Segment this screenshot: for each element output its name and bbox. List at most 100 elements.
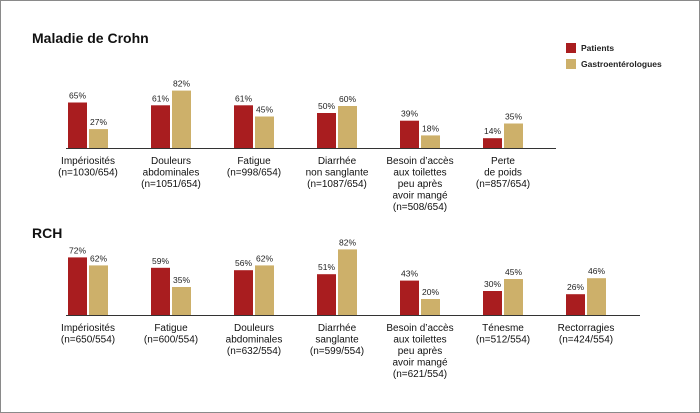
crohn-bar-patients-5 xyxy=(483,138,502,148)
crohn-value-label-gastro-3: 60% xyxy=(339,94,356,104)
rch-bar-patients-4 xyxy=(400,280,419,315)
rch-category-label-6-1: (n=424/554) xyxy=(559,335,613,346)
rch-value-label-patients-1: 59% xyxy=(152,256,169,266)
crohn-bar-patients-4 xyxy=(400,120,419,148)
rch-category-label-1-1: (n=600/554) xyxy=(144,335,198,346)
crohn-bar-gastro-3 xyxy=(338,106,357,148)
rch-category-label-3-1: sanglante xyxy=(315,335,359,346)
crohn-value-label-patients-0: 65% xyxy=(69,91,86,101)
legend-item-gastro: Gastroentérologues xyxy=(566,56,662,72)
legend-swatch-gastro xyxy=(566,59,576,69)
rch-category-label-4-1: aux toilettes xyxy=(393,335,446,346)
crohn-category-label-4-1: aux toilettes xyxy=(393,168,446,179)
crohn-bar-gastro-2 xyxy=(255,116,274,148)
rch-bar-gastro-4 xyxy=(421,299,440,315)
rch-category-label-5-1: (n=512/554) xyxy=(476,335,530,346)
rch-category-label-6-0: Rectorragies xyxy=(558,323,615,334)
crohn-bar-patients-2 xyxy=(234,105,253,148)
crohn-value-label-patients-1: 61% xyxy=(152,93,169,103)
rch-bar-patients-5 xyxy=(483,291,502,315)
rch-bar-gastro-6 xyxy=(587,278,606,315)
rch-category-label-3-2: (n=599/554) xyxy=(310,346,364,357)
rch-bar-patients-1 xyxy=(151,267,170,315)
crohn-bar-patients-1 xyxy=(151,105,170,148)
crohn-bar-gastro-1 xyxy=(172,90,191,148)
rch-category-label-0-1: (n=650/554) xyxy=(61,335,115,346)
crohn-panel-title: Maladie de Crohn xyxy=(32,30,149,46)
rch-value-label-gastro-3: 82% xyxy=(339,237,356,247)
legend: Patients Gastroentérologues xyxy=(566,40,662,72)
crohn-category-label-4-0: Besoin d’accès xyxy=(386,156,453,167)
rch-category-label-2-1: abdominales xyxy=(226,335,283,346)
crohn-category-label-0-0: Impériosités xyxy=(61,156,115,167)
crohn-value-label-gastro-5: 35% xyxy=(505,112,522,122)
crohn-value-label-gastro-2: 45% xyxy=(256,105,273,115)
legend-label-patients: Patients xyxy=(581,43,615,53)
rch-value-label-patients-6: 26% xyxy=(567,282,584,292)
rch-value-label-patients-0: 72% xyxy=(69,245,86,255)
crohn-bar-gastro-0 xyxy=(89,129,108,148)
crohn-value-label-patients-2: 61% xyxy=(235,93,252,103)
crohn-value-label-gastro-4: 18% xyxy=(422,123,439,133)
rch-category-label-4-3: avoir mangé xyxy=(392,358,447,369)
legend-item-patients: Patients xyxy=(566,40,662,56)
rch-bar-gastro-5 xyxy=(504,279,523,315)
crohn-category-label-1-1: abdominales xyxy=(143,168,200,179)
rch-category-label-4-4: (n=621/554) xyxy=(393,369,447,380)
rch-panel-title: RCH xyxy=(32,225,63,241)
rch-value-label-patients-2: 56% xyxy=(235,258,252,268)
rch-value-label-patients-4: 43% xyxy=(401,269,418,279)
rch-category-label-3-0: Diarrhée xyxy=(318,323,357,334)
crohn-bar-patients-3 xyxy=(317,113,336,148)
crohn-category-label-3-0: Diarrhée xyxy=(318,156,357,167)
crohn-value-label-gastro-1: 82% xyxy=(173,79,190,89)
rch-value-label-gastro-2: 62% xyxy=(256,253,273,263)
rch-value-label-gastro-6: 46% xyxy=(588,266,605,276)
rch-bar-patients-0 xyxy=(68,257,87,315)
crohn-category-label-0-1: (n=1030/654) xyxy=(58,168,118,179)
crohn-bar-patients-0 xyxy=(68,102,87,148)
crohn-category-label-2-0: Fatigue xyxy=(237,156,271,167)
rch-category-label-1-0: Fatigue xyxy=(154,323,188,334)
crohn-bar-gastro-4 xyxy=(421,135,440,148)
rch-value-label-patients-3: 51% xyxy=(318,262,335,272)
crohn-category-label-3-1: non sanglante xyxy=(306,168,369,179)
crohn-category-label-2-1: (n=998/654) xyxy=(227,168,281,179)
crohn-category-label-5-2: (n=857/654) xyxy=(476,179,530,190)
crohn-bar-gastro-5 xyxy=(504,123,523,148)
rch-value-label-patients-5: 30% xyxy=(484,279,501,289)
crohn-value-label-gastro-0: 27% xyxy=(90,117,107,127)
rch-bar-gastro-0 xyxy=(89,265,108,315)
rch-bar-patients-6 xyxy=(566,294,585,315)
legend-swatch-patients xyxy=(566,43,576,53)
crohn-category-label-1-2: (n=1051/654) xyxy=(141,179,201,190)
crohn-category-label-4-3: avoir mangé xyxy=(392,191,447,202)
crohn-category-label-4-2: peu après xyxy=(398,179,442,190)
crohn-value-label-patients-5: 14% xyxy=(484,126,501,136)
rch-value-label-gastro-1: 35% xyxy=(173,275,190,285)
rch-category-label-4-0: Besoin d’accès xyxy=(386,323,453,334)
rch-bar-patients-2 xyxy=(234,270,253,315)
rch-bar-gastro-2 xyxy=(255,265,274,315)
rch-category-label-4-2: peu après xyxy=(398,346,442,357)
rch-value-label-gastro-0: 62% xyxy=(90,253,107,263)
rch-value-label-gastro-4: 20% xyxy=(422,287,439,297)
rch-value-label-gastro-5: 45% xyxy=(505,267,522,277)
crohn-category-label-3-2: (n=1087/654) xyxy=(307,179,367,190)
rch-category-label-5-0: Ténesme xyxy=(482,323,524,334)
rch-bar-patients-3 xyxy=(317,274,336,315)
crohn-category-label-1-0: Douleurs xyxy=(151,156,191,167)
crohn-category-label-4-4: (n=508/654) xyxy=(393,202,447,213)
rch-category-label-2-2: (n=632/554) xyxy=(227,346,281,357)
rch-category-label-0-0: Impériosités xyxy=(61,323,115,334)
crohn-value-label-patients-3: 50% xyxy=(318,101,335,111)
legend-label-gastro: Gastroentérologues xyxy=(581,59,662,69)
crohn-category-label-5-1: de poids xyxy=(484,168,522,179)
crohn-value-label-patients-4: 39% xyxy=(401,109,418,119)
crohn-category-label-5-0: Perte xyxy=(491,156,515,167)
rch-category-label-2-0: Douleurs xyxy=(234,323,274,334)
rch-bar-gastro-3 xyxy=(338,249,357,315)
rch-bar-gastro-1 xyxy=(172,287,191,315)
